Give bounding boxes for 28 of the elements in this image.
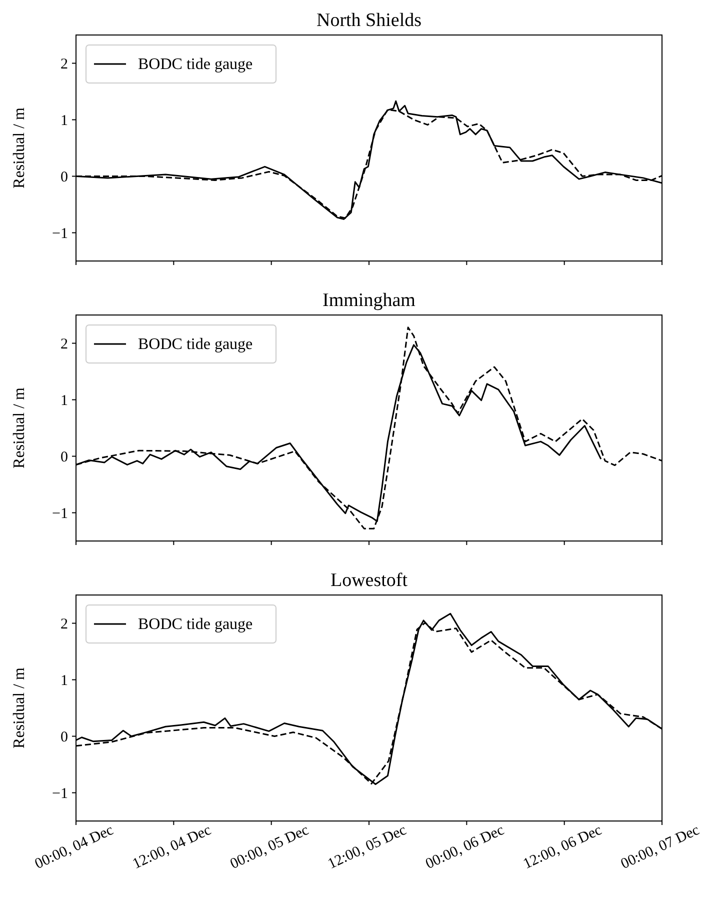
x-tick-label: 12:00, 05 Dec: [326, 822, 410, 872]
y-tick-label: 1: [60, 112, 68, 129]
y-axis-title: Residual / m: [11, 387, 28, 468]
x-tick-label: 00:00, 05 Dec: [228, 822, 312, 872]
y-tick-label: 2: [60, 336, 68, 352]
y-axis-title: Residual / m: [11, 107, 28, 188]
y-tick-label: 2: [60, 616, 68, 632]
y-tick-label: 1: [60, 392, 68, 409]
legend-label: BODC tide gauge: [138, 336, 253, 353]
chart-title: North Shields: [316, 10, 422, 31]
x-tick-label: 00:00, 07 Dec: [618, 822, 702, 872]
x-tick-label: 00:00, 06 Dec: [423, 822, 507, 872]
x-tick-label: 00:00, 04 Dec: [32, 822, 116, 872]
y-tick-label: −1: [52, 506, 68, 522]
legend-label: BODC tide gauge: [138, 616, 253, 633]
y-tick-label: 0: [60, 729, 68, 746]
chart-title: Immingham: [322, 290, 416, 311]
y-tick-label: 0: [60, 169, 68, 186]
y-axis-title: Residual / m: [11, 667, 28, 748]
y-tick-label: 1: [60, 672, 68, 689]
y-tick-label: −1: [52, 226, 68, 242]
y-tick-label: 2: [60, 56, 68, 72]
y-tick-label: −1: [52, 786, 68, 802]
x-tick-label: 12:00, 04 Dec: [130, 822, 214, 872]
y-tick-label: 0: [60, 449, 68, 466]
legend-label: BODC tide gauge: [138, 56, 253, 73]
x-tick-label: 12:00, 06 Dec: [520, 822, 605, 872]
chart-title: Lowestoft: [330, 570, 408, 591]
